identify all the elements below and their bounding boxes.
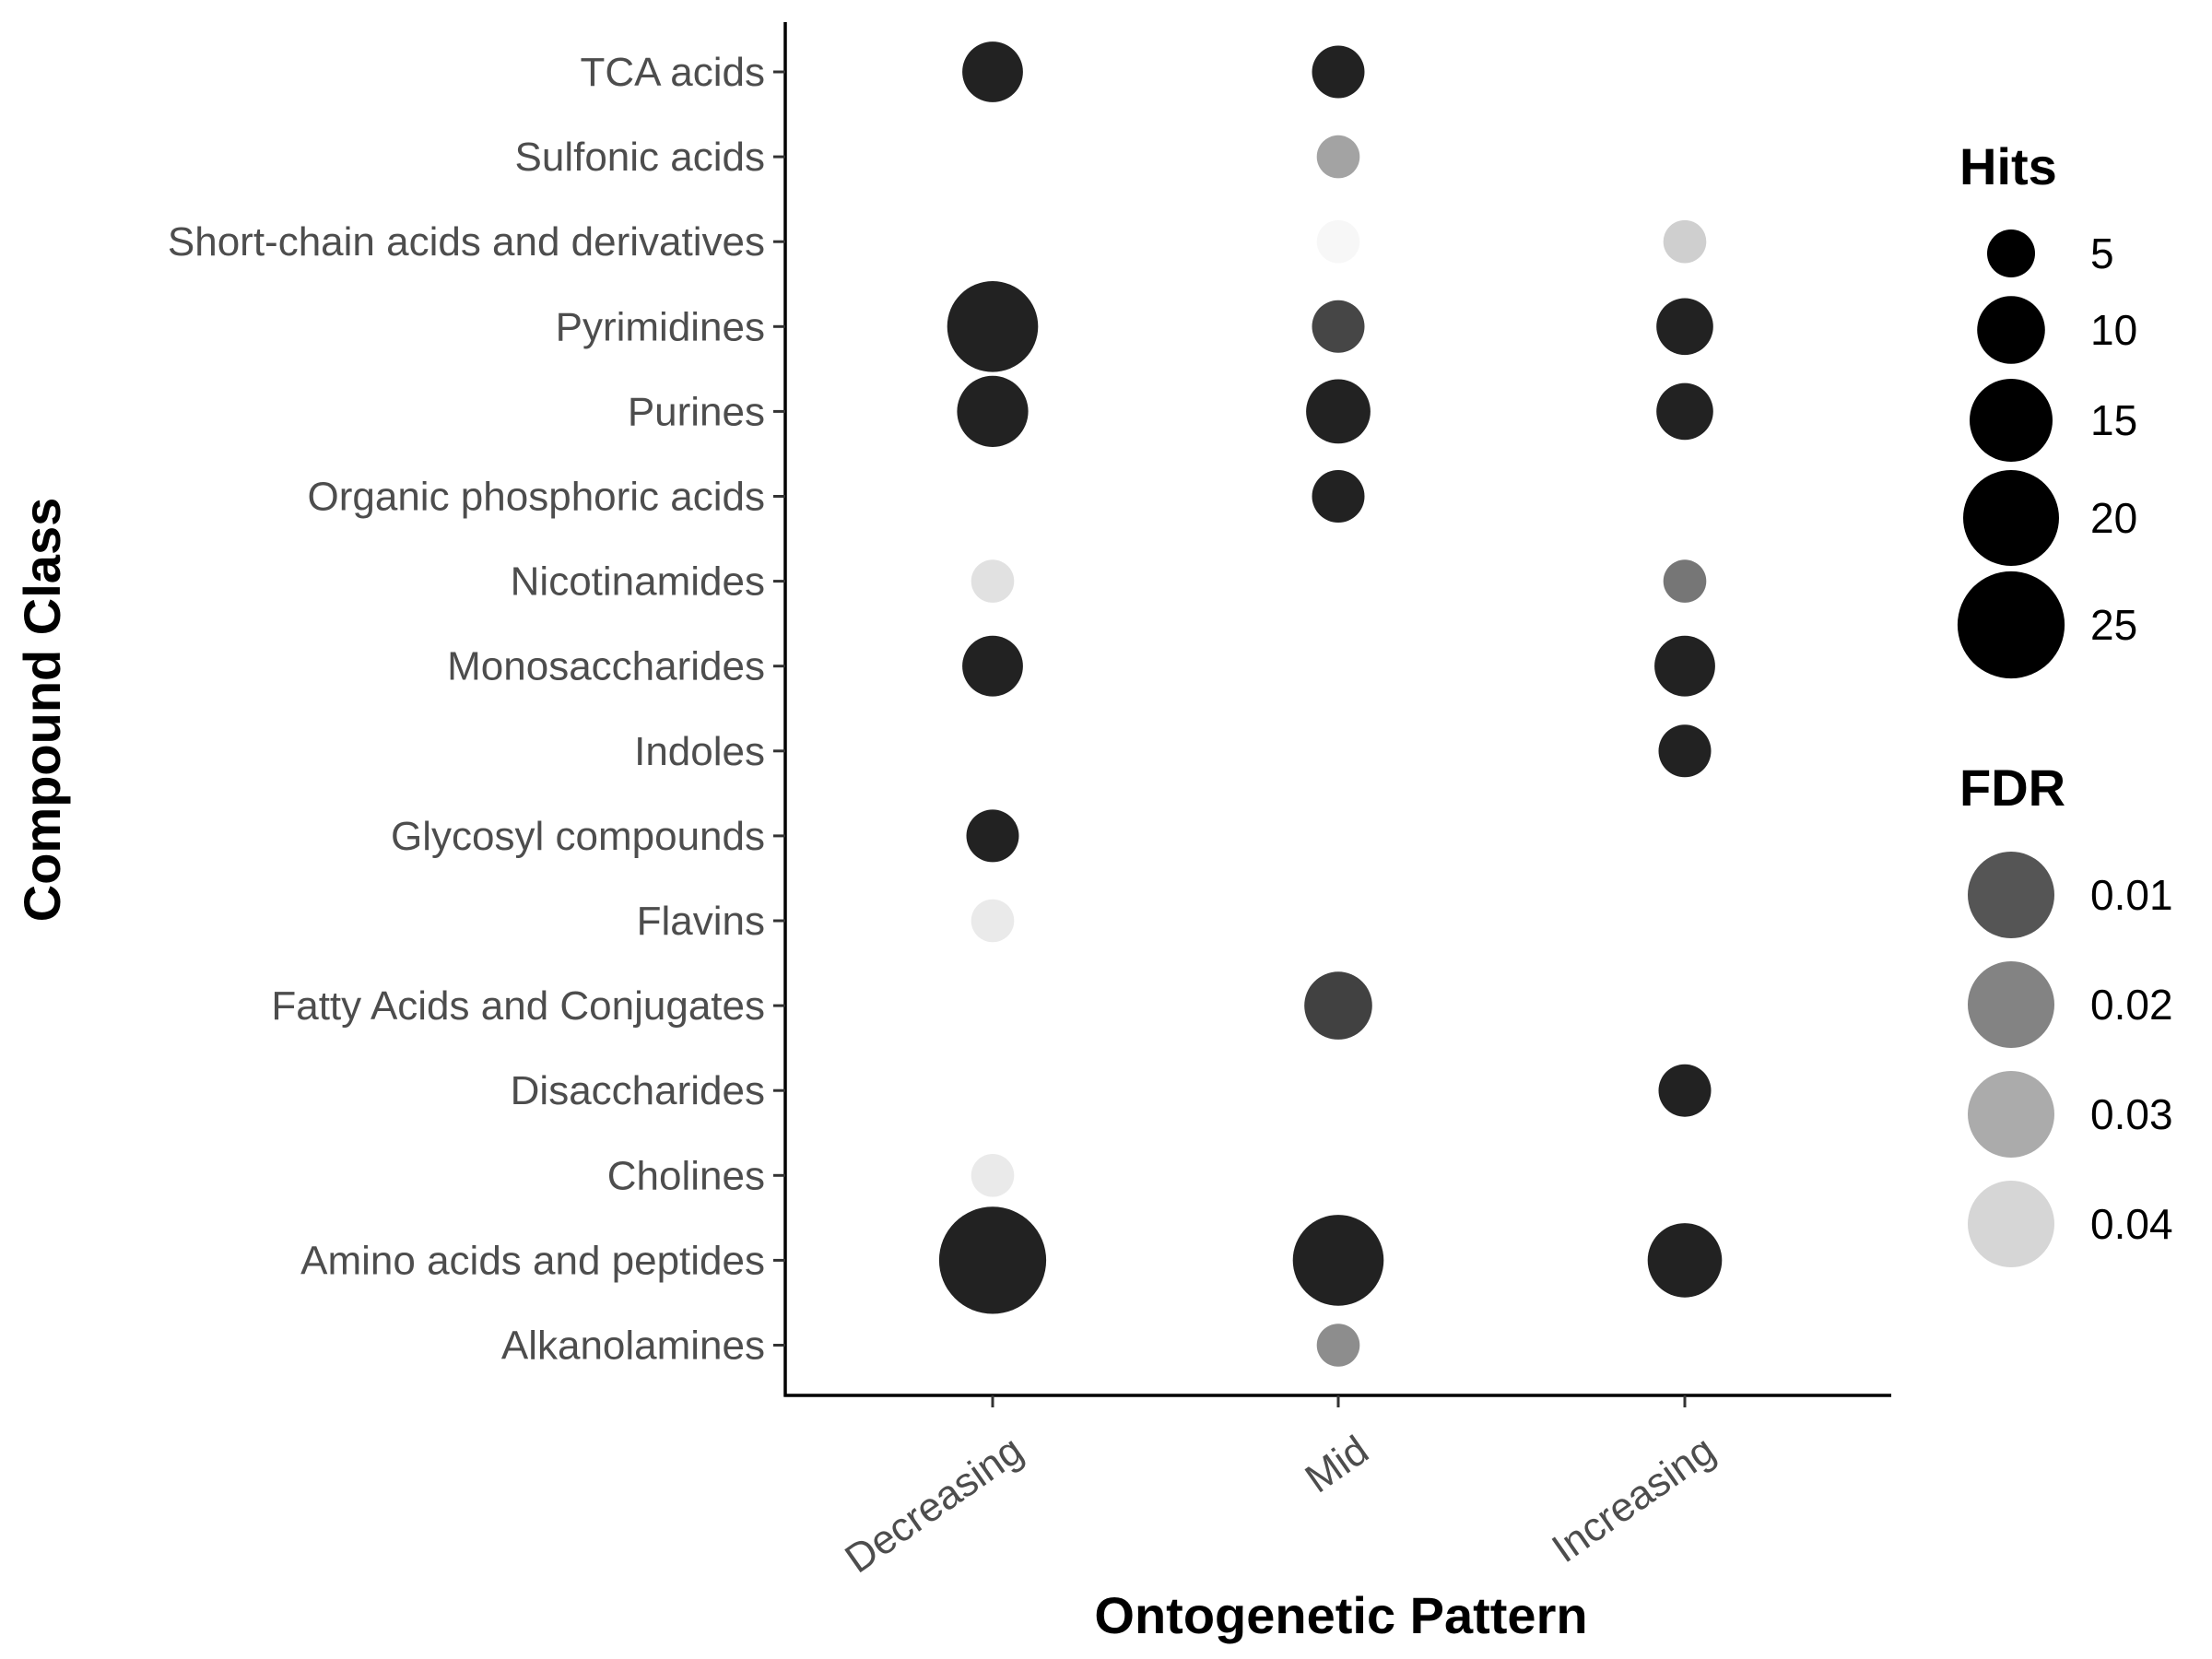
legend-hits-key xyxy=(1963,470,2059,566)
legend-fdr-label: 0.04 xyxy=(2090,1200,2173,1248)
data-point xyxy=(1656,298,1713,356)
data-point xyxy=(1304,971,1372,1040)
legend-hits: Hits 5 10 15 20 25 xyxy=(1957,137,2137,679)
legend-fdr-label: 0.03 xyxy=(2090,1090,2173,1138)
data-point xyxy=(1663,219,1707,264)
y-tick-label: Purines xyxy=(628,389,765,434)
legend-hits-label: 15 xyxy=(2090,396,2137,444)
data-point xyxy=(1658,724,1712,778)
y-tick-label: Fatty Acids and Conjugates xyxy=(271,983,765,1029)
legend-hits-key xyxy=(1957,571,2065,679)
data-point xyxy=(971,559,1015,603)
y-tick-label: Nicotinamides xyxy=(511,559,765,605)
y-tick-label: Alkanolamines xyxy=(501,1324,765,1369)
data-point xyxy=(1658,1064,1712,1117)
legend-hits-label: 5 xyxy=(2090,229,2114,277)
x-axis-title: Ontogenetic Pattern xyxy=(1094,1586,1587,1644)
data-point xyxy=(1312,45,1365,99)
x-tick-label: Decreasing xyxy=(837,1428,1030,1583)
data-point xyxy=(1316,219,1360,264)
data-point xyxy=(1647,1223,1723,1298)
y-tick-label: Cholines xyxy=(607,1153,765,1198)
data-point xyxy=(1654,635,1715,697)
legend-fdr-key xyxy=(1968,852,2054,938)
legend-hits-label: 25 xyxy=(2090,601,2137,649)
legend-fdr-key xyxy=(1968,1071,2054,1158)
data-point xyxy=(962,635,1023,697)
legend-fdr-key xyxy=(1968,961,2054,1048)
y-axis-title: Compound Class xyxy=(13,498,71,922)
data-point xyxy=(1312,300,1365,353)
data-point xyxy=(957,375,1029,447)
y-tick-label: Organic phosphoric acids xyxy=(308,475,765,520)
x-tick-label: Increasing xyxy=(1544,1428,1723,1572)
legend-hits-key xyxy=(1977,296,2045,364)
legend-hits-key xyxy=(1987,229,2035,277)
legend-hits-label: 10 xyxy=(2090,306,2137,354)
y-tick-label: Indoles xyxy=(634,729,765,774)
data-points xyxy=(938,41,1723,1367)
data-point xyxy=(1292,1215,1384,1306)
data-point xyxy=(947,281,1039,372)
data-point xyxy=(1312,470,1365,523)
y-tick-label: Pyrimidines xyxy=(556,304,765,349)
y-tick-label: Amino acids and peptides xyxy=(300,1238,765,1283)
data-point xyxy=(971,899,1015,943)
data-point xyxy=(1656,382,1713,441)
y-axis-ticks: TCA acids Sulfonic acids Short-chain acids… xyxy=(168,50,785,1369)
y-tick-label: Sulfonic acids xyxy=(515,135,765,180)
legend-hits-label: 20 xyxy=(2090,494,2137,542)
y-tick-label: Monosaccharides xyxy=(447,644,765,689)
y-tick-label: Flavins xyxy=(637,899,765,944)
legend-fdr-label: 0.02 xyxy=(2090,981,2173,1029)
y-tick-label: Glycosyl compounds xyxy=(391,814,765,859)
legend-fdr: FDR 0.01 0.02 0.03 0.04 xyxy=(1959,759,2173,1267)
data-point xyxy=(1316,1324,1360,1367)
y-tick-label: Short-chain acids and derivatives xyxy=(168,219,765,265)
data-point xyxy=(966,809,1019,863)
data-point xyxy=(938,1206,1047,1314)
data-point xyxy=(971,1154,1015,1197)
data-point xyxy=(1663,559,1707,603)
data-point xyxy=(962,41,1023,102)
legend-fdr-key xyxy=(1968,1181,2054,1267)
legend-hits-key xyxy=(1970,379,2053,462)
x-tick-label: Mid xyxy=(1297,1428,1376,1502)
y-tick-label: TCA acids xyxy=(580,50,765,95)
x-axis-ticks: Decreasing Mid Increasing xyxy=(837,1395,1724,1583)
data-point xyxy=(1306,379,1371,444)
y-tick-label: Disaccharides xyxy=(511,1068,765,1113)
legend-fdr-label: 0.01 xyxy=(2090,871,2173,919)
data-point xyxy=(1316,135,1360,179)
legend-fdr-title: FDR xyxy=(1959,759,2065,817)
legend-hits-title: Hits xyxy=(1959,137,2057,195)
